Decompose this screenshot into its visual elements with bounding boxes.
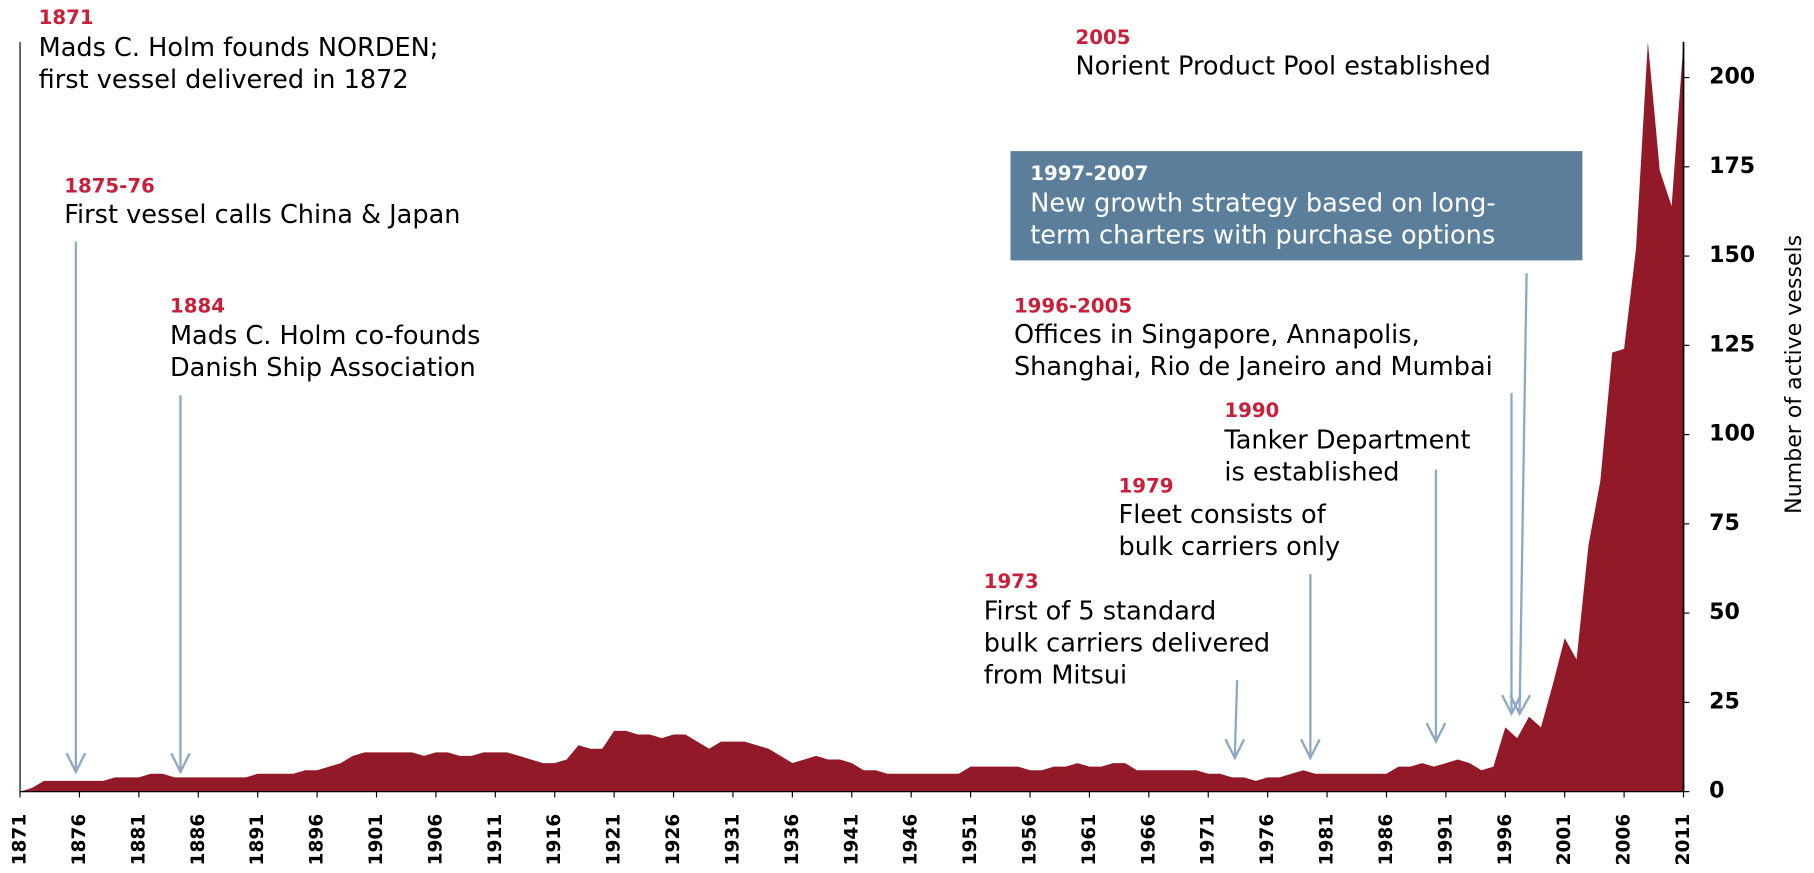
x-tick-label: 1906 xyxy=(425,814,446,866)
x-tick-label: 1976 xyxy=(1257,814,1278,866)
annotation-year: 1990 xyxy=(1224,399,1279,422)
annotation-box xyxy=(1010,151,1583,261)
x-tick-label: 1986 xyxy=(1376,814,1397,866)
y-tick-label: 200 xyxy=(1709,65,1755,90)
x-tick-label: 1991 xyxy=(1435,814,1456,866)
annotation-text: Fleet consists of xyxy=(1119,500,1327,530)
x-tick-label: 2001 xyxy=(1554,814,1575,866)
x-tick-label: 1931 xyxy=(722,814,743,866)
annotation-text: first vessel delivered in 1872 xyxy=(39,65,409,95)
y-tick-label: 125 xyxy=(1709,332,1755,357)
x-tick-label: 1981 xyxy=(1317,814,1338,866)
annotation-text: bulk carriers delivered xyxy=(984,629,1270,659)
x-tick-label: 1916 xyxy=(544,814,565,866)
x-tick-label: 1936 xyxy=(782,814,803,866)
annotation: 1871 Mads C. Holm founds NORDEN;first ves… xyxy=(39,6,439,95)
annotation-text: First of 5 standard xyxy=(984,597,1216,627)
y-tick-label: 75 xyxy=(1709,511,1740,536)
annotation-text: term charters with purchase options xyxy=(1030,221,1495,251)
annotation-text: Mads C. Holm co-founds xyxy=(170,321,480,351)
x-tick-label: 1951 xyxy=(960,814,981,866)
annotation-text: First vessel calls China & Japan xyxy=(64,200,460,230)
x-tick-label: 1956 xyxy=(1020,814,1041,866)
x-tick-label: 1871 xyxy=(10,814,31,866)
annotation-year: 1996-2005 xyxy=(1014,294,1132,317)
annotation-year: 1884 xyxy=(170,294,225,317)
annotation-text: Mads C. Holm founds NORDEN; xyxy=(39,33,439,63)
annotation-text: from Mitsui xyxy=(984,661,1127,691)
annotation-text: Tanker Department xyxy=(1223,426,1470,456)
annotation-year: 1871 xyxy=(39,6,94,29)
y-axis-title: Number of active vessels xyxy=(1782,235,1807,514)
x-tick-label: 1966 xyxy=(1138,814,1159,866)
x-tick-label: 1946 xyxy=(901,814,922,866)
x-tick-label: 1996 xyxy=(1495,814,1516,866)
annotation: 1996-2005 Offices in Singapore, Annapolis… xyxy=(1014,294,1493,382)
y-tick-label: 150 xyxy=(1709,243,1755,268)
annotation-year: 1875-76 xyxy=(64,175,155,198)
y-tick-label: 175 xyxy=(1709,154,1755,179)
x-tick-label: 1891 xyxy=(247,814,268,866)
annotation-text: New growth strategy based on long- xyxy=(1030,189,1495,219)
x-tick-label: 1896 xyxy=(307,814,328,866)
x-tick-label: 2006 xyxy=(1614,814,1635,866)
x-tick-label: 1921 xyxy=(604,814,625,866)
annotation-text: Danish Ship Association xyxy=(170,353,476,383)
arrows xyxy=(65,241,1532,775)
y-tick-label: 0 xyxy=(1709,779,1724,804)
x-tick-label: 1886 xyxy=(188,814,209,866)
x-tick-label: 1911 xyxy=(485,814,506,866)
x-tick-label: 1901 xyxy=(366,814,387,866)
y-tick-label: 100 xyxy=(1709,422,1755,447)
x-tick-label: 1876 xyxy=(69,814,90,866)
annotation-year: 2005 xyxy=(1076,26,1131,49)
x-tick-label: 1926 xyxy=(663,814,684,866)
x-tick-label: 1961 xyxy=(1079,814,1100,866)
annotation: 1997-2007 New growth strategy based on lo… xyxy=(1030,162,1495,251)
y-tick-label: 50 xyxy=(1709,600,1740,625)
annotation-year: 1973 xyxy=(984,570,1039,593)
x-tick-label: 1941 xyxy=(841,814,862,866)
x-tick-label: 1971 xyxy=(1198,814,1219,866)
annotation-text: bulk carriers only xyxy=(1119,532,1341,562)
x-tick-label: 2011 xyxy=(1673,814,1694,866)
annotation-year: 1979 xyxy=(1119,475,1174,498)
annotation-text: is established xyxy=(1224,458,1399,488)
annotation-text: Shanghai, Rio de Janeiro and Mumbai xyxy=(1014,352,1493,382)
x-tick-label: 1881 xyxy=(128,814,149,866)
annotation-year: 1997-2007 xyxy=(1030,162,1148,185)
annotation-text: Norient Product Pool established xyxy=(1076,51,1491,81)
y-tick-label: 25 xyxy=(1709,689,1740,714)
annotation-text: Offices in Singapore, Annapolis, xyxy=(1014,320,1420,350)
